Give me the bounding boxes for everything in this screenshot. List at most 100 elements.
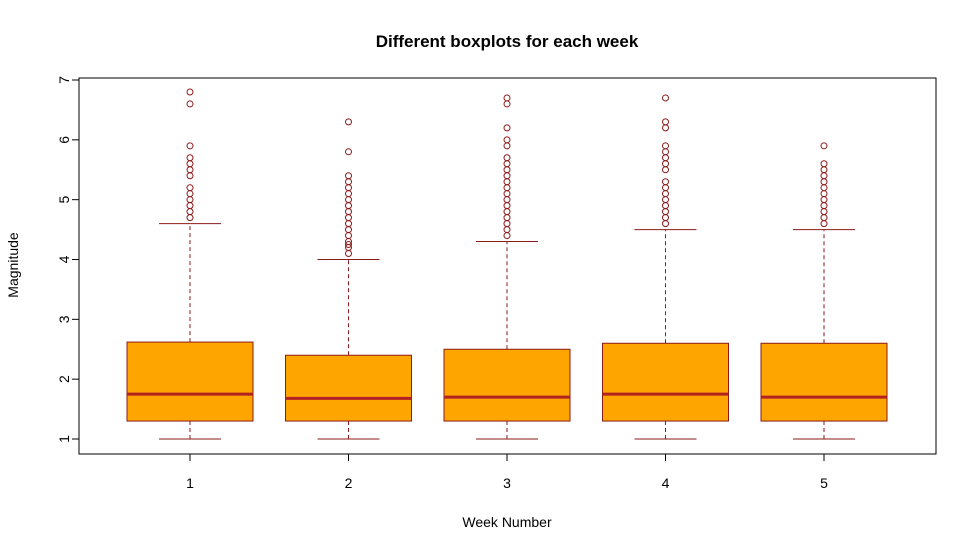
- outlier-point: [345, 172, 352, 180]
- outlier-point: [503, 142, 511, 150]
- outlier-point: [345, 196, 352, 204]
- outlier-point: [662, 148, 669, 156]
- outlier-point: [662, 208, 669, 216]
- outlier-point: [186, 196, 194, 204]
- outlier-point: [345, 184, 352, 192]
- outlier-point: [662, 202, 669, 210]
- chart-title: Different boxplots for each week: [376, 32, 639, 51]
- outlier-point: [503, 226, 511, 234]
- outlier-point: [503, 190, 511, 198]
- outlier-point: [345, 226, 352, 234]
- outlier-point: [186, 154, 194, 162]
- iqr-box: [760, 342, 888, 422]
- outlier-point: [503, 232, 511, 240]
- outlier-point: [345, 232, 352, 240]
- outlier-point: [345, 208, 352, 216]
- outlier-point: [820, 142, 828, 150]
- outlier-point: [662, 184, 669, 192]
- x-tick-label: 2: [345, 475, 353, 491]
- box-week-2: [285, 118, 412, 440]
- outlier-point: [503, 202, 511, 210]
- outlier-point: [662, 214, 669, 222]
- outlier-point: [186, 190, 194, 198]
- y-tick-label: 2: [56, 375, 72, 383]
- outlier-point: [503, 136, 511, 144]
- x-tick-label: 5: [820, 475, 828, 491]
- y-tick-label: 6: [56, 136, 72, 144]
- outlier-point: [820, 178, 828, 186]
- outlier-point: [186, 160, 194, 168]
- y-tick-label: 7: [56, 76, 72, 84]
- outlier-point: [186, 208, 194, 216]
- x-tick-label: 1: [186, 475, 194, 491]
- y-tick-label: 3: [56, 315, 72, 323]
- outlier-point: [503, 160, 511, 168]
- outlier-point: [345, 214, 352, 222]
- iqr-box: [285, 354, 412, 422]
- x-axis-label: Week Number: [462, 514, 552, 530]
- y-axis: 1 2 3 4 5 6 7: [56, 76, 80, 443]
- y-tick-label: 1: [56, 435, 72, 443]
- outlier-point: [503, 196, 511, 204]
- outlier-point: [662, 178, 669, 186]
- outlier-point: [503, 172, 511, 180]
- outlier-point: [503, 124, 511, 132]
- outlier-point: [820, 202, 828, 210]
- outlier-point: [820, 196, 828, 204]
- outlier-point: [820, 208, 828, 216]
- outlier-point: [820, 214, 828, 222]
- box-week-1: [126, 88, 254, 440]
- outlier-point: [820, 184, 828, 192]
- outlier-point: [186, 184, 194, 192]
- outlier-point: [186, 214, 194, 222]
- outlier-point: [503, 208, 511, 216]
- outlier-point: [345, 190, 352, 198]
- box-week-5: [760, 142, 888, 440]
- x-tick-label: 4: [662, 475, 670, 491]
- outlier-point: [503, 154, 511, 162]
- iqr-box: [602, 342, 729, 422]
- outlier-point: [662, 220, 669, 228]
- x-tick-label: 3: [503, 475, 511, 491]
- iqr-box: [443, 348, 571, 422]
- outlier-point: [503, 100, 511, 108]
- outlier-point: [820, 220, 828, 228]
- outlier-point: [662, 160, 669, 168]
- outlier-point: [820, 166, 828, 174]
- box-week-3: [443, 94, 571, 440]
- outlier-point: [662, 190, 669, 198]
- y-tick-label: 4: [56, 255, 72, 263]
- outlier-point: [345, 118, 352, 126]
- outlier-point: [662, 196, 669, 204]
- outlier-point: [662, 94, 669, 102]
- outlier-point: [662, 154, 669, 162]
- outlier-point: [186, 142, 194, 150]
- outlier-point: [186, 166, 194, 174]
- outlier-point: [186, 202, 194, 210]
- y-axis-label: Magnitude: [5, 232, 21, 298]
- outlier-point: [345, 202, 352, 210]
- outlier-point: [345, 250, 352, 258]
- outlier-point: [662, 124, 669, 132]
- outlier-point: [503, 94, 511, 102]
- outlier-point: [503, 184, 511, 192]
- outlier-point: [345, 148, 352, 156]
- x-axis: 1 2 3 4 5: [186, 453, 828, 491]
- iqr-box: [126, 341, 254, 422]
- outlier-point: [662, 142, 669, 150]
- outlier-point: [345, 220, 352, 228]
- y-tick-label: 5: [56, 196, 72, 204]
- box-week-4: [602, 94, 729, 440]
- outlier-point: [503, 166, 511, 174]
- outlier-point: [186, 172, 194, 180]
- outlier-point: [345, 178, 352, 186]
- outlier-point: [503, 220, 511, 228]
- outlier-point: [662, 166, 669, 174]
- outlier-point: [186, 100, 194, 108]
- outlier-point: [503, 178, 511, 186]
- outlier-point: [662, 118, 669, 126]
- outlier-point: [345, 241, 352, 249]
- outlier-point: [186, 88, 194, 96]
